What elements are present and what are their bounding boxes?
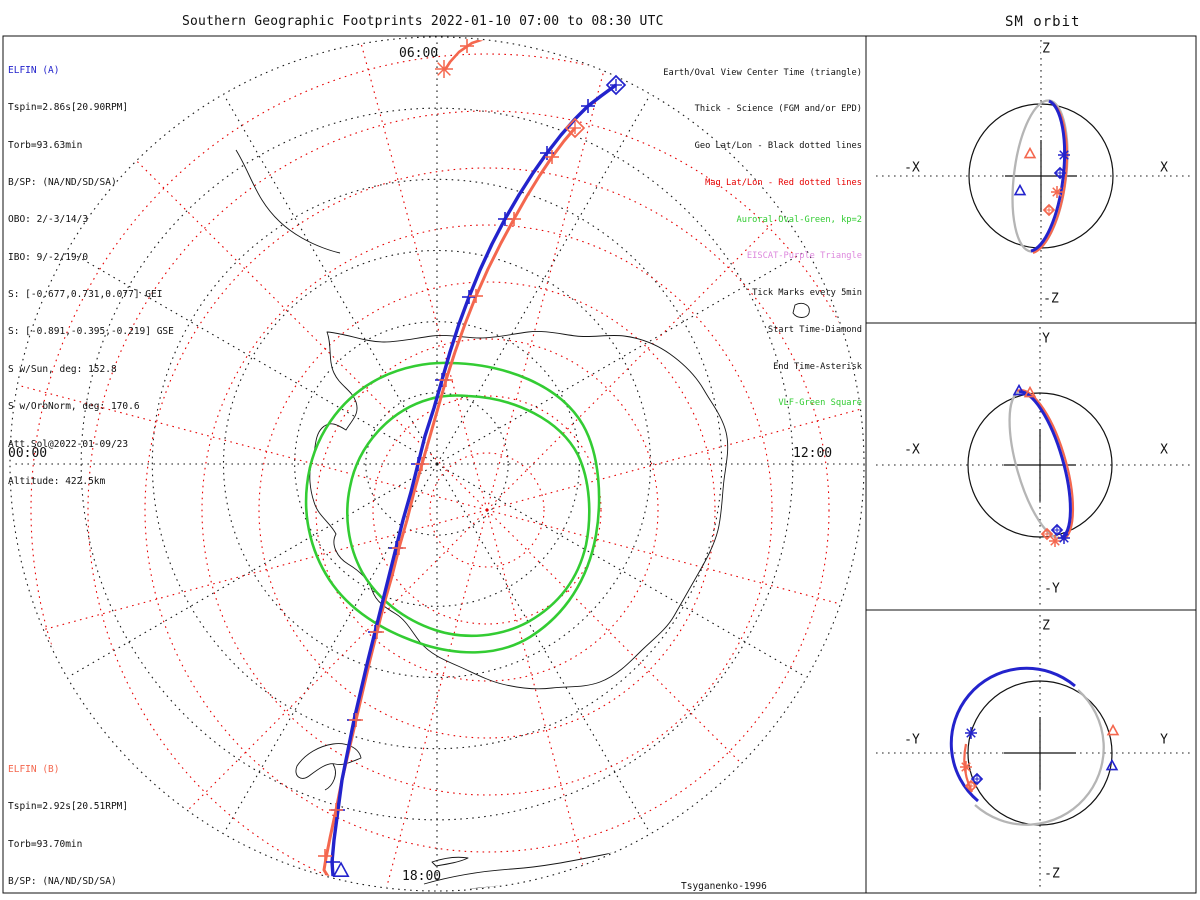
sm-orbit-title: SM orbit bbox=[1005, 14, 1081, 30]
panel3-axis-top: Z bbox=[1041, 618, 1051, 634]
panel2-axis-top: Y bbox=[1041, 331, 1051, 347]
mlt-label-0600: 06:00 bbox=[399, 46, 439, 61]
map-legend: Earth/Oval View Center Time (triangle) T… bbox=[663, 42, 862, 434]
elfin-a-line: Torb=93.63min bbox=[8, 139, 83, 151]
legend-item: Mag Lat/Lon - Red dotted lines bbox=[705, 177, 862, 188]
panel2-axis-right: X bbox=[1159, 442, 1169, 458]
elfin-a-info: ELFIN (A) Tspin=2.86s[20.90RPM] Torb=93.… bbox=[8, 40, 174, 513]
panel1-axis-bottom: -Z bbox=[1042, 291, 1060, 307]
figure-footer: Tsyganenko-1996 Created: Fri Jan 13 16:5… bbox=[681, 853, 870, 900]
elfin-b-line: Tspin=2.92s[20.51RPM] bbox=[8, 801, 129, 813]
legend-item: VLF-Green Square bbox=[778, 398, 862, 409]
panel2-axis-left: -X bbox=[903, 442, 921, 458]
elfin-a-line: Tspin=2.86s[20.90RPM] bbox=[8, 102, 129, 114]
mlt-label-1800: 18:00 bbox=[402, 869, 442, 884]
panel3-axis-bottom: -Z bbox=[1043, 866, 1061, 882]
elfin-a-line: S: [-0.891,-0.395,-0.219] GSE bbox=[8, 326, 174, 338]
mlt-label-1200: 12:00 bbox=[793, 446, 833, 461]
field-model-label: Tsyganenko-1996 bbox=[681, 881, 767, 892]
legend-item: Geo Lat/Lon - Black dotted lines bbox=[694, 141, 862, 151]
legend-item: Tick Marks every 5min bbox=[752, 288, 862, 298]
legend-item: EISCAT-Purple Triangle bbox=[746, 251, 862, 262]
legend-item: Start Time-Diamond bbox=[767, 324, 862, 335]
mlt-label-0000: 00:00 bbox=[8, 446, 48, 461]
elfin-a-line: S w/OrbNorm, deg: 170.6 bbox=[8, 401, 140, 413]
panel2-axis-bottom: -Y bbox=[1043, 581, 1061, 597]
panel1-axis-right: X bbox=[1159, 160, 1169, 176]
legend-item: Earth/Oval View Center Time (triangle) bbox=[663, 67, 862, 78]
panel1-axis-top: Z bbox=[1041, 41, 1051, 57]
elfin-a-line: Altitude: 422.5km bbox=[8, 475, 106, 487]
elfin-a-name: ELFIN (A) bbox=[8, 64, 60, 76]
elfin-b-line: Torb=93.70min bbox=[8, 838, 83, 850]
elfin-b-line: B/SP: (NA/ND/SD/SA) bbox=[8, 875, 117, 887]
elfin-a-line: IBO: 9/-2/19/0 bbox=[8, 251, 89, 263]
elfin-a-line: B/SP: (NA/ND/SD/SA) bbox=[8, 176, 117, 188]
elfin-a-line: Att.Sol@2022-01-09/23 bbox=[8, 438, 129, 450]
panel3-axis-right: Y bbox=[1159, 732, 1169, 748]
elfin-b-info: ELFIN (B) Tspin=2.92s[20.51RPM] Torb=93.… bbox=[8, 739, 168, 900]
legend-item: Thick - Science (FGM and/or EPD) bbox=[694, 104, 862, 115]
elfin-a-line: S w/Sun, deg: 152.8 bbox=[8, 363, 117, 375]
page-title: Southern Geographic Footprints 2022-01-1… bbox=[182, 14, 664, 29]
elfin-a-line: S: [-0.677,0.731,0.077] GEI bbox=[8, 289, 163, 301]
panel3-axis-left: -Y bbox=[903, 732, 921, 748]
legend-item: Auroral Oval-Green, kp=2 bbox=[736, 214, 862, 225]
legend-item: End Time-Asterisk bbox=[773, 361, 862, 372]
panel1-axis-left: -X bbox=[903, 160, 921, 176]
elfin-a-line: OBO: 2/-3/14/3 bbox=[8, 214, 89, 226]
elfin-b-name: ELFIN (B) bbox=[8, 763, 60, 775]
